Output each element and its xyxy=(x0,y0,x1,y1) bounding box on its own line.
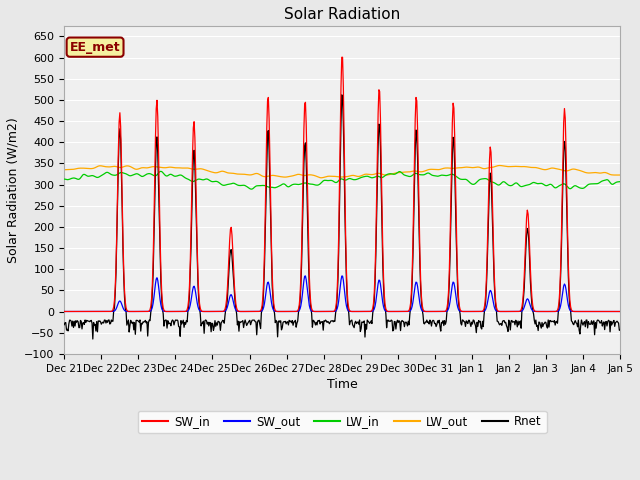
LW_in xyxy=(70,175,78,181)
SW_out xyxy=(214,309,221,314)
LW_out xyxy=(70,166,78,172)
Rnet xyxy=(616,327,624,333)
Rnet xyxy=(185,303,193,309)
Line: Rnet: Rnet xyxy=(64,95,620,339)
Rnet xyxy=(338,92,346,97)
LW_out xyxy=(616,172,624,178)
SW_out xyxy=(70,309,78,314)
LW_out xyxy=(317,175,324,180)
LW_out xyxy=(184,165,192,171)
SW_out xyxy=(427,309,435,314)
Line: SW_out: SW_out xyxy=(64,276,620,312)
Title: Solar Radiation: Solar Radiation xyxy=(284,7,400,22)
LW_out xyxy=(214,170,221,176)
LW_in xyxy=(60,176,68,182)
Legend: SW_in, SW_out, LW_in, LW_out, Rnet: SW_in, SW_out, LW_in, LW_out, Rnet xyxy=(138,410,547,433)
SW_in xyxy=(184,304,192,310)
SW_in xyxy=(60,309,68,314)
X-axis label: Time: Time xyxy=(327,378,358,391)
SW_in xyxy=(411,155,419,161)
LW_in xyxy=(127,173,135,179)
Line: LW_out: LW_out xyxy=(64,166,620,178)
LW_out xyxy=(427,167,435,172)
Line: LW_in: LW_in xyxy=(64,171,620,189)
Rnet xyxy=(428,323,435,329)
Text: EE_met: EE_met xyxy=(70,41,120,54)
LW_in xyxy=(428,172,435,178)
Rnet xyxy=(129,321,136,326)
SW_in xyxy=(427,309,435,314)
LW_out xyxy=(495,163,503,168)
SW_out xyxy=(301,273,309,279)
LW_out xyxy=(127,164,135,170)
LW_in xyxy=(214,179,222,185)
Rnet xyxy=(89,336,97,342)
SW_in xyxy=(214,309,221,314)
LW_in xyxy=(248,186,255,192)
Rnet xyxy=(70,318,78,324)
LW_in xyxy=(616,179,624,184)
LW_out xyxy=(411,168,419,174)
LW_in xyxy=(157,168,164,174)
SW_out xyxy=(127,309,135,314)
Line: SW_in: SW_in xyxy=(64,57,620,312)
SW_in xyxy=(127,309,135,314)
SW_out xyxy=(184,308,192,314)
Rnet xyxy=(214,318,222,324)
Y-axis label: Solar Radiation (W/m2): Solar Radiation (W/m2) xyxy=(7,117,20,263)
SW_in xyxy=(616,309,624,314)
LW_in xyxy=(185,177,193,182)
SW_out xyxy=(411,288,419,293)
LW_in xyxy=(412,170,419,176)
LW_out xyxy=(60,167,68,173)
Rnet xyxy=(412,146,419,152)
SW_in xyxy=(70,309,78,314)
Rnet xyxy=(60,322,68,328)
SW_out xyxy=(616,309,624,314)
SW_out xyxy=(60,309,68,314)
SW_in xyxy=(338,54,346,60)
